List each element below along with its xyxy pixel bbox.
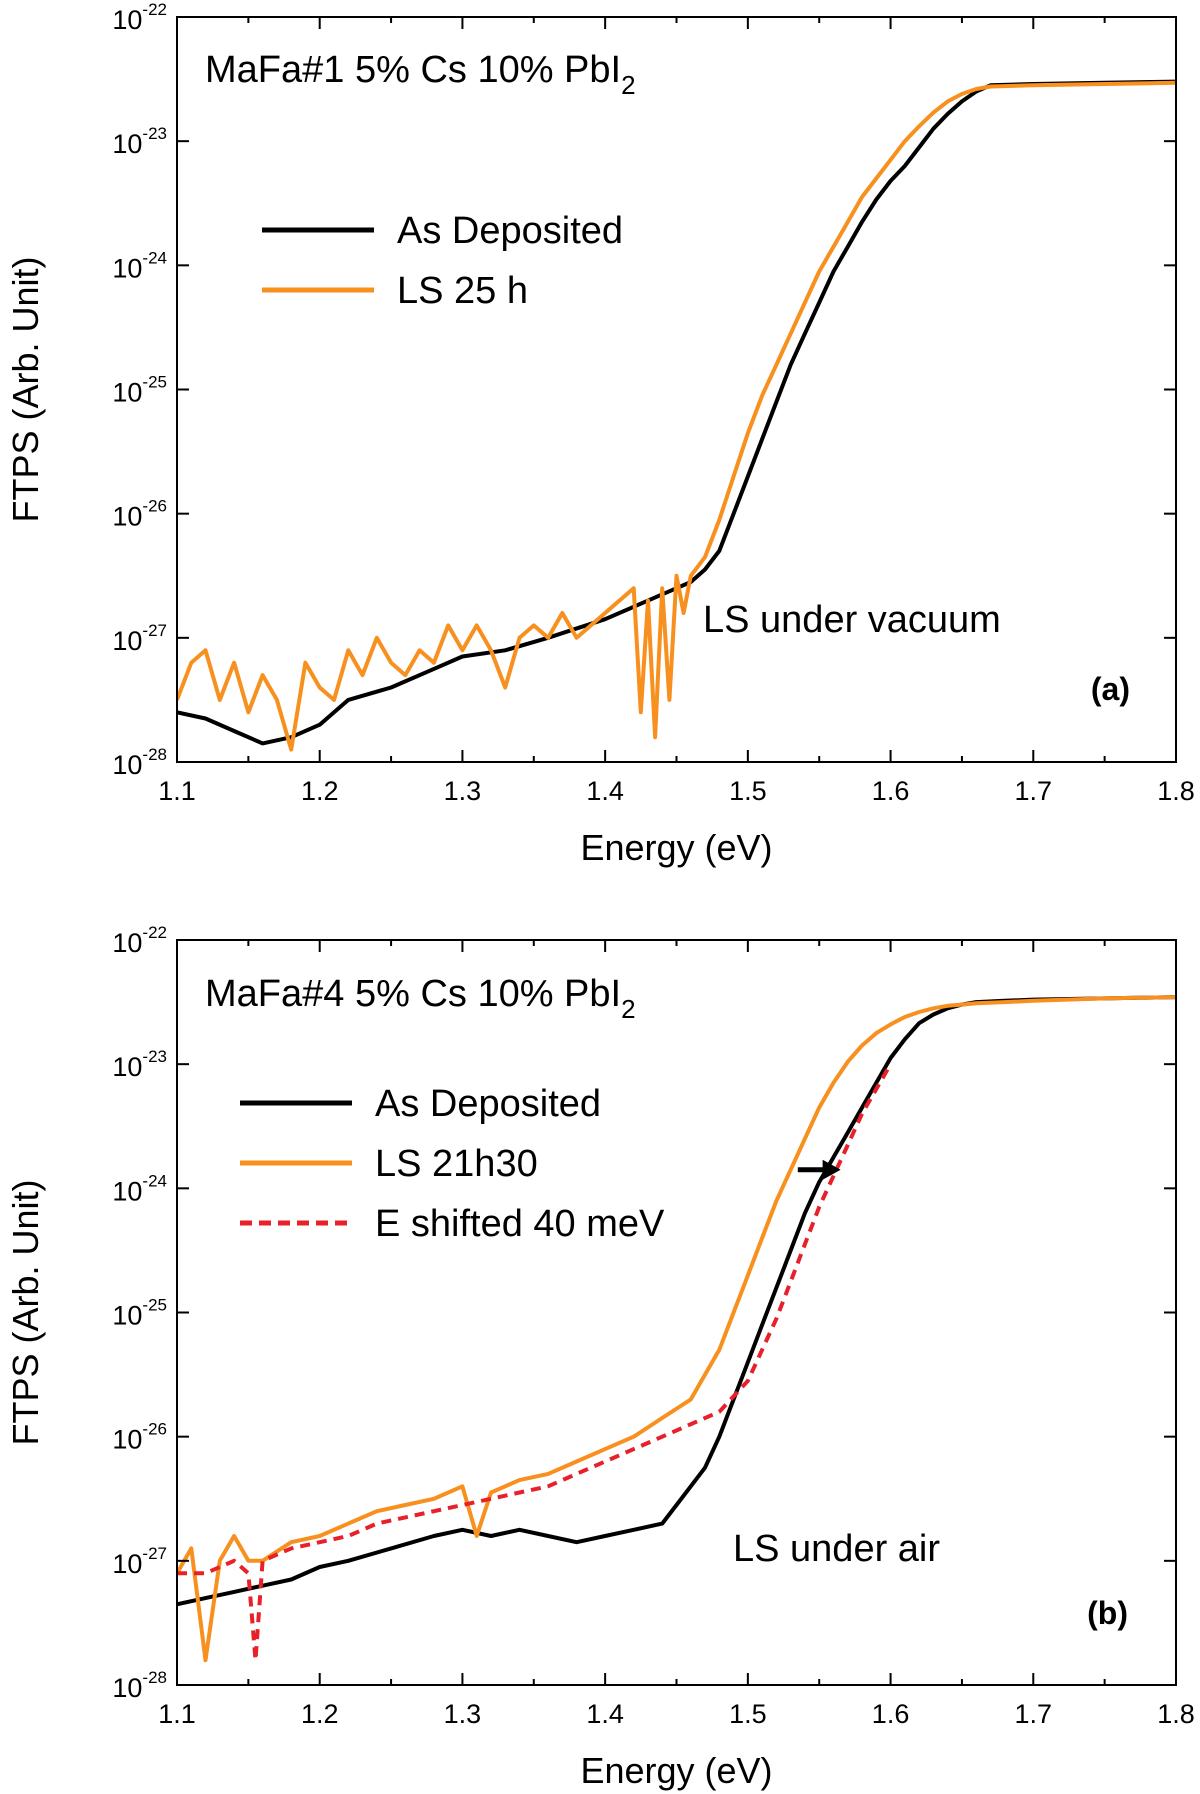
chart-title-main: MaFa#1 5% Cs 10% PbI <box>205 49 621 91</box>
x-axis-title: Energy (eV) <box>580 1750 772 1791</box>
y-tick-label: 10-28 <box>112 1668 167 1703</box>
condition-annotation: LS under vacuum <box>703 599 1001 641</box>
y-tick-base: 10 <box>112 928 142 958</box>
y-tick-label: 10-22 <box>112 923 167 958</box>
x-tick-label: 1.3 <box>444 776 482 806</box>
x-tick-label: 1.7 <box>1015 776 1053 806</box>
y-tick-exponent: -24 <box>142 248 167 267</box>
y-axis-title: FTPS (Arb. Unit) <box>5 1179 46 1445</box>
condition-annotation: LS under air <box>733 1528 940 1570</box>
series-line-ls-21h30 <box>177 995 1176 1663</box>
y-tick-label: 10-28 <box>112 745 167 780</box>
x-axis-title: Energy (eV) <box>580 827 772 868</box>
y-tick-base: 10 <box>112 750 142 780</box>
legend-label: LS 21h30 <box>375 1143 538 1185</box>
y-tick-exponent: -22 <box>142 0 167 19</box>
series-line-ls-25-h <box>177 80 1176 752</box>
y-tick-label: 10-27 <box>112 621 167 656</box>
y-axis-title: FTPS (Arb. Unit) <box>5 256 46 522</box>
y-tick-label: 10-24 <box>112 248 167 283</box>
y-tick-exponent: -26 <box>142 1420 167 1439</box>
x-tick-label: 1.1 <box>158 1699 196 1729</box>
y-tick-label: 10-26 <box>112 1420 167 1455</box>
y-tick-label: 10-25 <box>112 1296 167 1331</box>
y-tick-base: 10 <box>112 1549 142 1579</box>
x-tick-label: 1.2 <box>301 1699 339 1729</box>
y-tick-exponent: -26 <box>142 497 167 516</box>
x-tick-label: 1.4 <box>586 1699 624 1729</box>
y-tick-exponent: -23 <box>142 124 167 143</box>
panel-a: 1.1 1.2 1.3 1.4 1.5 1.6 1.7 1.810-2810-2710-261… <box>5 0 1195 868</box>
x-tick-label: 1.8 <box>1157 1699 1195 1729</box>
panel-tag: (a) <box>1091 671 1130 707</box>
x-tick-label: 1.7 <box>1015 1699 1053 1729</box>
y-tick-label: 10-25 <box>112 373 167 408</box>
chart-title-main: MaFa#4 5% Cs 10% PbI <box>205 973 621 1015</box>
y-tick-label: 10-22 <box>112 0 167 35</box>
y-tick-base: 10 <box>112 253 142 283</box>
y-tick-base: 10 <box>112 626 142 656</box>
series-line-as-deposited <box>177 79 1176 746</box>
y-tick-label: 10-27 <box>112 1544 167 1579</box>
y-tick-exponent: -25 <box>142 373 167 392</box>
y-tick-exponent: -23 <box>142 1047 167 1066</box>
y-tick-exponent: -28 <box>142 1668 167 1687</box>
y-tick-base: 10 <box>112 1673 142 1703</box>
x-tick-label: 1.6 <box>872 1699 910 1729</box>
y-tick-exponent: -22 <box>142 923 167 942</box>
y-tick-exponent: -24 <box>142 1171 167 1190</box>
y-tick-exponent: -28 <box>142 745 167 764</box>
y-tick-label: 10-23 <box>112 124 167 159</box>
legend-label: As Deposited <box>397 210 623 252</box>
x-tick-label: 1.8 <box>1157 776 1195 806</box>
chart-title-subscript: 2 <box>621 70 635 100</box>
chart-title: MaFa#4 5% Cs 10% PbI2 <box>205 973 636 1024</box>
x-tick-label: 1.6 <box>872 776 910 806</box>
x-tick-label: 1.4 <box>586 776 624 806</box>
y-tick-base: 10 <box>112 1052 142 1082</box>
panel-tag: (b) <box>1087 1595 1128 1631</box>
legend-label: As Deposited <box>375 1083 601 1125</box>
panel-b: 1.1 1.2 1.3 1.4 1.5 1.6 1.7 1.810-2810-2710-261… <box>5 923 1195 1791</box>
x-tick-label: 1.3 <box>444 1699 482 1729</box>
x-tick-label: 1.5 <box>729 1699 767 1729</box>
legend-label: E shifted 40 meV <box>375 1203 665 1245</box>
y-tick-base: 10 <box>112 378 142 408</box>
x-tick-label: 1.2 <box>301 776 339 806</box>
chart-title-subscript: 2 <box>621 994 635 1024</box>
legend-label: LS 25 h <box>397 270 528 312</box>
y-tick-label: 10-23 <box>112 1047 167 1082</box>
shift-arrow-head <box>822 1159 841 1180</box>
y-tick-base: 10 <box>112 502 142 532</box>
y-tick-base: 10 <box>112 1176 142 1206</box>
y-tick-exponent: -25 <box>142 1296 167 1315</box>
y-tick-exponent: -27 <box>142 1544 167 1563</box>
x-tick-label: 1.5 <box>729 776 767 806</box>
y-tick-label: 10-24 <box>112 1171 167 1206</box>
x-tick-label: 1.1 <box>158 776 196 806</box>
y-tick-base: 10 <box>112 1425 142 1455</box>
chart-title: MaFa#1 5% Cs 10% PbI2 <box>205 49 636 100</box>
series-line-e-shifted-40-mev <box>177 1063 893 1663</box>
y-tick-base: 10 <box>112 129 142 159</box>
y-tick-exponent: -27 <box>142 621 167 640</box>
plot-frame <box>176 16 1177 763</box>
y-tick-base: 10 <box>112 1301 142 1331</box>
y-tick-base: 10 <box>112 5 142 35</box>
plot-frame <box>176 939 1177 1686</box>
series-line-as-deposited <box>177 995 1176 1607</box>
y-tick-label: 10-26 <box>112 497 167 532</box>
